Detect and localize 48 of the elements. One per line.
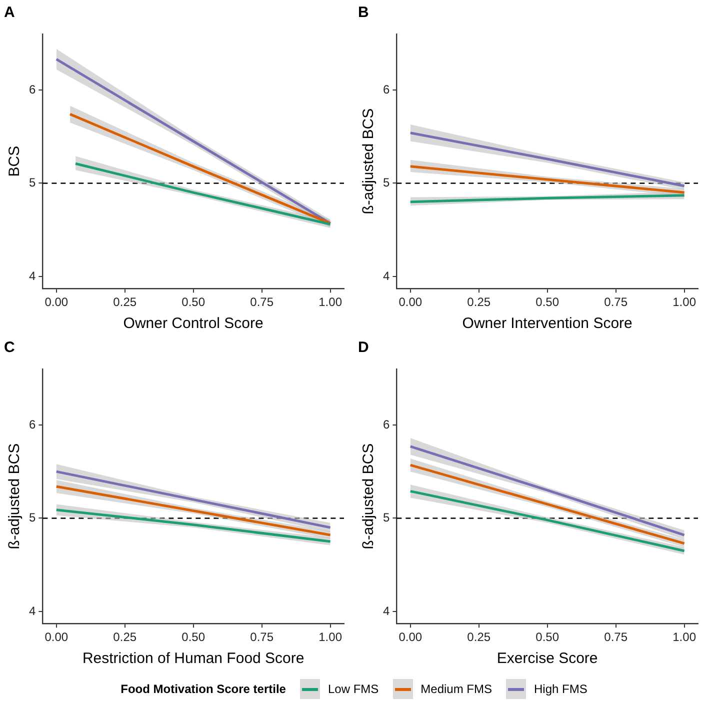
- x-tick-label: 0.50: [182, 630, 206, 644]
- x-tick-label: 0.25: [467, 295, 491, 310]
- x-tick-label: 0.75: [604, 295, 628, 310]
- x-tick-label: 0.50: [536, 630, 560, 644]
- chart-title: C: [4, 339, 15, 356]
- y-tick-label: 5: [28, 176, 36, 190]
- legend-label: High FMS: [534, 682, 588, 696]
- y-axis-title: BCS: [6, 146, 24, 177]
- y-tick-label: 6: [28, 82, 36, 96]
- x-tick-label: 0.25: [467, 630, 491, 644]
- x-tick-label: 1.00: [318, 295, 342, 310]
- y-tick-label: 6: [382, 417, 390, 432]
- chart-title: B: [358, 4, 369, 22]
- x-tick-label: 0.25: [113, 630, 137, 644]
- y-axis-title: ß-adjusted BCS: [360, 443, 378, 550]
- x-tick-label: 0.00: [44, 295, 68, 310]
- x-tick-label: 0.75: [250, 630, 274, 644]
- x-tick-label: 0.75: [250, 295, 274, 310]
- x-tick-label: 1.00: [672, 295, 696, 310]
- y-tick-label: 6: [28, 417, 36, 432]
- x-tick-label: 0.25: [113, 295, 137, 310]
- chart-title: D: [358, 339, 369, 356]
- y-tick-label: 4: [28, 604, 36, 618]
- y-axis-title: ß-adjusted BCS: [360, 108, 378, 214]
- chart-title: A: [4, 4, 15, 22]
- legend-label: Medium FMS: [420, 682, 492, 696]
- y-tick-label: 4: [382, 604, 390, 618]
- x-tick-label: 1.00: [318, 630, 342, 644]
- x-tick-label: 0.75: [604, 630, 628, 644]
- x-axis-title: Owner Control Score: [123, 315, 264, 332]
- legend-title: Food Motivation Score tertile: [120, 682, 286, 696]
- legend-label: Low FMS: [328, 682, 379, 696]
- x-tick-label: 1.00: [672, 630, 696, 644]
- y-tick-label: 6: [382, 82, 390, 96]
- x-tick-label: 0.00: [398, 295, 422, 310]
- x-tick-label: 0.50: [182, 295, 206, 310]
- x-axis-title: Exercise Score: [496, 650, 598, 668]
- x-axis-title: Restriction of Human Food Score: [82, 650, 304, 668]
- x-tick-label: 0.50: [536, 295, 560, 310]
- y-tick-label: 5: [382, 176, 390, 190]
- x-axis-title: Owner Intervention Score: [462, 315, 632, 332]
- y-tick-label: 5: [382, 510, 390, 525]
- y-tick-label: 4: [382, 268, 390, 283]
- x-tick-label: 0.00: [398, 630, 422, 644]
- y-axis-title: ß-adjusted BCS: [6, 443, 24, 550]
- x-tick-label: 0.00: [44, 630, 68, 644]
- y-tick-label: 5: [28, 510, 36, 525]
- y-tick-label: 4: [28, 268, 36, 283]
